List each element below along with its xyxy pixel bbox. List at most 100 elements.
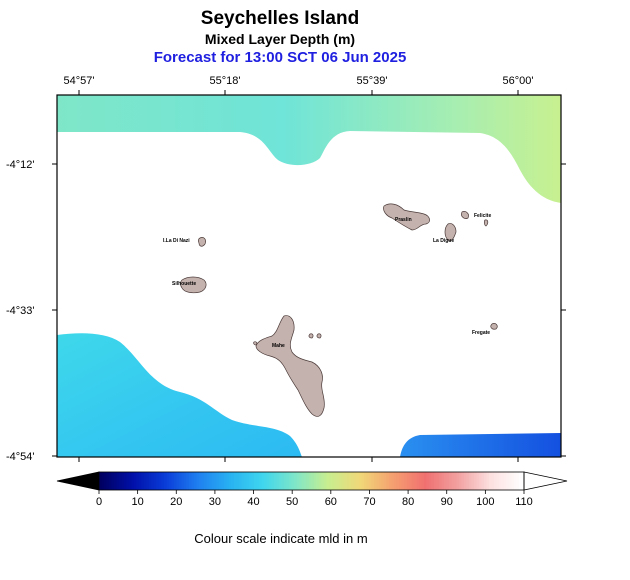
colorbar-segment xyxy=(409,472,413,490)
islands xyxy=(180,203,498,417)
colorbar-segment xyxy=(436,472,440,490)
colorbar-segment xyxy=(374,472,378,490)
colorbar-segment xyxy=(451,472,455,490)
colorbar-segment xyxy=(441,472,445,490)
colorbar-segment xyxy=(504,472,508,490)
colorbar-caption: Colour scale indicate mld in m xyxy=(194,531,368,546)
colorbar-segment xyxy=(186,472,190,490)
colorbar-segment xyxy=(249,472,253,490)
lat-label-1: -4°12' xyxy=(6,159,35,171)
colorbar-segment xyxy=(456,472,460,490)
colorbar-segment xyxy=(134,472,138,490)
colorbar-segment xyxy=(454,472,458,490)
map-title: Seychelles Island xyxy=(200,8,360,29)
colorbar-segment xyxy=(301,472,305,490)
colorbar-segment xyxy=(236,472,240,490)
colorbar-segment xyxy=(311,472,315,490)
colorbar-tick-label: 30 xyxy=(208,496,222,508)
cerf-islet xyxy=(308,333,314,339)
colorbar-segment xyxy=(341,472,345,490)
colorbar-segment xyxy=(511,472,515,490)
colorbar-segment xyxy=(481,472,485,490)
colorbar-segment xyxy=(509,472,513,490)
colorbar-segment xyxy=(449,472,453,490)
colorbar-segment xyxy=(276,472,280,490)
colorbar-segment xyxy=(244,472,248,490)
colorbar-segment xyxy=(319,472,323,490)
colorbar-segment xyxy=(339,472,343,490)
colorbar-segment xyxy=(231,472,235,490)
colorbar-over-arrow xyxy=(523,471,568,491)
colorbar-segment xyxy=(359,472,363,490)
colorbar-segment xyxy=(506,472,510,490)
colorbar-segment xyxy=(201,472,205,490)
colorbar-segment xyxy=(156,472,160,490)
colorbar-segment xyxy=(221,472,225,490)
colorbar-segment xyxy=(381,472,385,490)
colorbar-segment xyxy=(251,472,255,490)
colorbar-segment xyxy=(171,472,175,490)
colorbar-segment xyxy=(204,472,208,490)
colorbar-tick-label: 50 xyxy=(286,496,299,508)
colorbar-segment xyxy=(414,472,418,490)
colorbar-segment xyxy=(351,472,355,490)
colorbar-segment xyxy=(464,472,468,490)
colorbar-segment xyxy=(176,472,180,490)
colorbar-segment xyxy=(216,472,220,490)
colorbar-segment xyxy=(211,472,215,490)
colorbar-tick-label: 10 xyxy=(131,496,144,508)
forecast-time: Forecast for 13:00 SCT 06 Jun 2025 xyxy=(153,49,407,66)
fregate-island xyxy=(490,323,498,330)
colorbar-segment xyxy=(326,472,330,490)
colorbar-tick-label: 20 xyxy=(170,496,183,508)
colorbar-segment xyxy=(181,472,185,490)
colorbar-segment xyxy=(99,472,103,490)
lon-label-1: 54°57' xyxy=(63,75,95,87)
colorbar-segment xyxy=(406,472,410,490)
colorbar-segment xyxy=(444,472,448,490)
lat-label-2: -4°33' xyxy=(6,305,35,317)
colorbar-segment xyxy=(424,472,428,490)
colorbar-segment xyxy=(281,472,285,490)
colorbar-segment xyxy=(159,472,163,490)
colorbar-segment xyxy=(386,472,390,490)
north-island xyxy=(197,237,206,247)
colorbar-segment xyxy=(439,472,443,490)
colorbar xyxy=(56,471,568,494)
colorbar-segment xyxy=(116,472,120,490)
colorbar-segment xyxy=(129,472,133,490)
colorbar-segment xyxy=(331,472,335,490)
colorbar-segment xyxy=(121,472,125,490)
colorbar-segment xyxy=(291,472,295,490)
lat-label-3: -4°54' xyxy=(6,451,35,463)
colorbar-segment xyxy=(389,472,393,490)
colorbar-segment xyxy=(189,472,193,490)
mld-field-southwest xyxy=(57,333,302,457)
colorbar-segment xyxy=(269,472,273,490)
colorbar-segment xyxy=(479,472,483,490)
colorbar-segment xyxy=(496,472,500,490)
colorbar-tick-label: 70 xyxy=(363,496,376,508)
colorbar-segment xyxy=(476,472,480,490)
colorbar-segment xyxy=(459,472,463,490)
colorbar-segment xyxy=(219,472,223,490)
colorbar-segment xyxy=(376,472,380,490)
colorbar-segments xyxy=(99,472,525,490)
colorbar-segment xyxy=(419,472,423,490)
colorbar-segment xyxy=(514,472,518,490)
colorbar-segment xyxy=(521,472,525,490)
colorbar-frame xyxy=(98,471,525,491)
colorbar-segment xyxy=(401,472,405,490)
colorbar-segment xyxy=(306,472,310,490)
colorbar-segment xyxy=(491,472,495,490)
silhouette-island xyxy=(180,276,207,294)
lon-label-4: 56°00' xyxy=(502,75,534,87)
colorbar-segment xyxy=(209,472,213,490)
colorbar-segment xyxy=(484,472,488,490)
colorbar-segment xyxy=(246,472,250,490)
lon-label-3: 55°39' xyxy=(356,75,388,87)
colorbar-segment xyxy=(239,472,243,490)
colorbar-segment xyxy=(289,472,293,490)
colorbar-segment xyxy=(486,472,490,490)
colorbar-segment xyxy=(516,472,520,490)
